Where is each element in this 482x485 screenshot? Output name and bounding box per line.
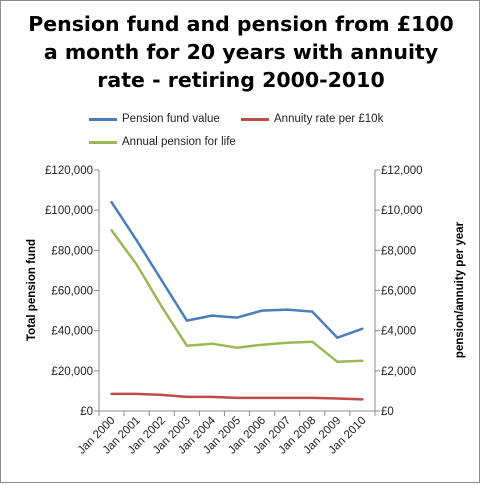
data-point: [336, 336, 339, 339]
data-point: [311, 310, 314, 313]
y-tick-label: £60,000: [51, 286, 93, 298]
data-point: [285, 308, 289, 311]
y2-tick-label: £0: [381, 406, 394, 418]
legend-swatch-fund: [89, 117, 117, 121]
data-point: [361, 398, 364, 401]
data-point: [260, 343, 264, 346]
y-tick-label: £100,000: [45, 205, 93, 217]
data-point: [260, 396, 264, 400]
data-point: [235, 396, 239, 400]
y2-tick-label: £10,000: [381, 205, 423, 217]
legend-item-annuity: Annuity rate per £10k: [241, 113, 383, 125]
data-point: [285, 341, 289, 344]
data-point: [185, 319, 189, 322]
title-line-2: a month for 20 years with annuity: [43, 40, 439, 64]
data-point: [110, 200, 113, 204]
data-point: [185, 344, 189, 347]
y2-tick-label: £12,000: [381, 165, 423, 177]
data-point: [185, 395, 189, 399]
data-point: [210, 342, 214, 345]
data-point: [260, 309, 264, 312]
legend-item-pension: Annual pension for life: [89, 136, 236, 148]
y2-tick-label: £6,000: [381, 286, 416, 298]
y-tick-label: £0: [80, 406, 93, 418]
y-axis-title: Total pension fund: [26, 239, 38, 341]
legend-swatch-pension: [89, 140, 117, 144]
y2-axis-title: pension/annuity per year: [454, 221, 466, 358]
data-point: [135, 263, 138, 266]
title-line-3: rate - retiring 2000-2010: [97, 68, 385, 92]
data-point: [210, 395, 214, 399]
data-point: [336, 397, 339, 400]
legend-swatch-annuity: [241, 117, 269, 121]
legend-item-fund: Pension fund value: [89, 113, 220, 125]
title-line-1: Pension fund and pension from £100: [28, 12, 454, 36]
data-point: [311, 396, 314, 400]
y-tick-label: £20,000: [51, 366, 93, 378]
data-point: [160, 279, 163, 282]
data-point: [210, 314, 214, 317]
data-point: [311, 340, 314, 343]
legend-label-fund: Pension fund value: [122, 113, 220, 125]
data-point: [285, 396, 289, 400]
data-point: [235, 316, 239, 319]
legend-label-annuity: Annuity rate per £10k: [274, 113, 384, 125]
y-tick-label: £40,000: [51, 326, 93, 338]
data-point: [135, 392, 138, 396]
data-point: [110, 229, 113, 232]
data-point: [336, 360, 339, 363]
data-point: [160, 393, 163, 397]
series-line-2: [110, 229, 363, 364]
y-tick-label: £120,000: [45, 165, 93, 177]
data-point: [235, 346, 239, 349]
y-tick-label: £80,000: [51, 245, 93, 257]
data-point: [160, 305, 163, 308]
y2-tick-label: £2,000: [381, 366, 416, 378]
data-point: [110, 392, 113, 396]
data-point: [135, 239, 138, 242]
y2-tick-label: £8,000: [381, 245, 416, 257]
data-point: [361, 327, 364, 330]
chart-title: Pension fund and pension from £100 a mon…: [10, 10, 472, 94]
y2-tick-label: £4,000: [381, 326, 416, 338]
legend-label-pension: Annual pension for life: [122, 136, 236, 148]
data-point: [361, 359, 364, 362]
